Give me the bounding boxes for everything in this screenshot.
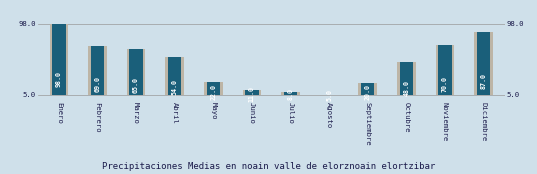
- Text: 70.0: 70.0: [442, 76, 448, 92]
- Text: 5.0: 5.0: [507, 92, 520, 98]
- Text: 5.0: 5.0: [23, 92, 35, 98]
- Bar: [129, 49, 143, 95]
- Text: 5.0: 5.0: [326, 89, 332, 101]
- Bar: [358, 83, 377, 95]
- Bar: [91, 46, 104, 95]
- Text: 8.0: 8.0: [287, 88, 294, 100]
- Text: 48.0: 48.0: [403, 80, 409, 96]
- Bar: [127, 49, 146, 95]
- Bar: [284, 93, 297, 95]
- Bar: [281, 93, 300, 95]
- Bar: [477, 32, 490, 95]
- Text: 98.0: 98.0: [56, 71, 62, 87]
- Bar: [400, 62, 413, 95]
- Text: 54.0: 54.0: [172, 78, 178, 94]
- Text: 98.0: 98.0: [507, 21, 524, 26]
- Bar: [168, 57, 182, 95]
- Bar: [207, 82, 220, 95]
- Text: 69.0: 69.0: [95, 76, 100, 92]
- Bar: [204, 82, 222, 95]
- Text: 87.0: 87.0: [481, 73, 487, 89]
- Bar: [245, 90, 259, 95]
- Bar: [88, 46, 107, 95]
- Bar: [361, 83, 374, 95]
- Text: 11.0: 11.0: [249, 86, 255, 102]
- Bar: [243, 90, 261, 95]
- Text: Precipitaciones Medias en noain valle de elorznoain elortzibar: Precipitaciones Medias en noain valle de…: [102, 161, 435, 171]
- Bar: [438, 45, 452, 95]
- Bar: [49, 23, 68, 95]
- Bar: [397, 62, 416, 95]
- Bar: [165, 57, 184, 95]
- Bar: [436, 45, 454, 95]
- Bar: [474, 32, 493, 95]
- Bar: [52, 23, 66, 95]
- Text: 98.0: 98.0: [18, 21, 35, 26]
- Text: 22.0: 22.0: [211, 84, 216, 100]
- Text: 20.0: 20.0: [365, 84, 371, 100]
- Text: 65.0: 65.0: [133, 77, 139, 93]
